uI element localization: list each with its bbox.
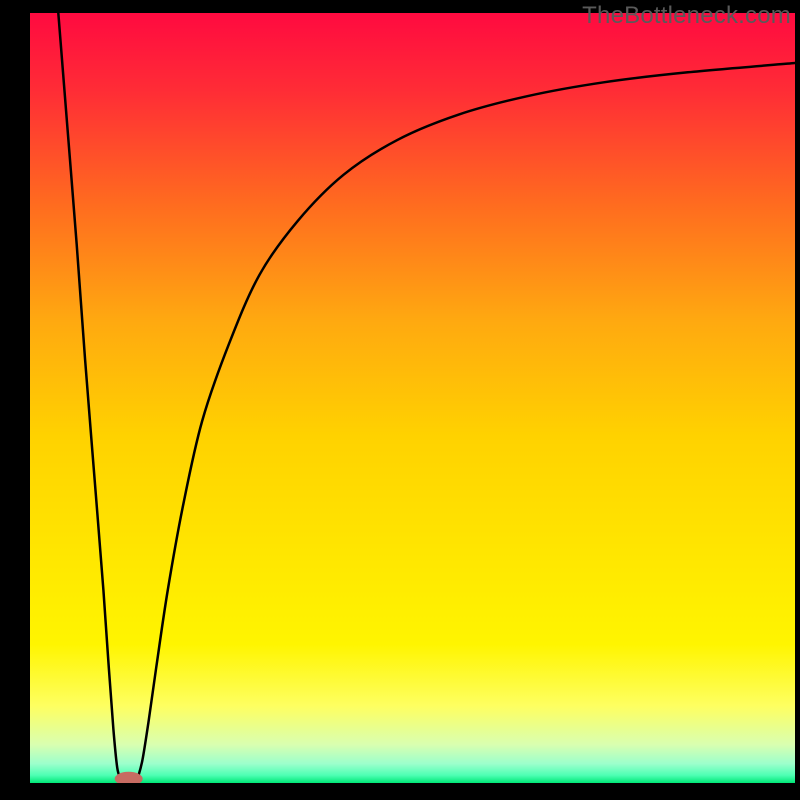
chart-container: TheBottleneck.com [0,0,800,800]
gradient-background [30,13,795,783]
watermark-text: TheBottleneck.com [582,2,791,30]
bottleneck-chart-svg [30,13,795,783]
plot-area [30,13,795,783]
